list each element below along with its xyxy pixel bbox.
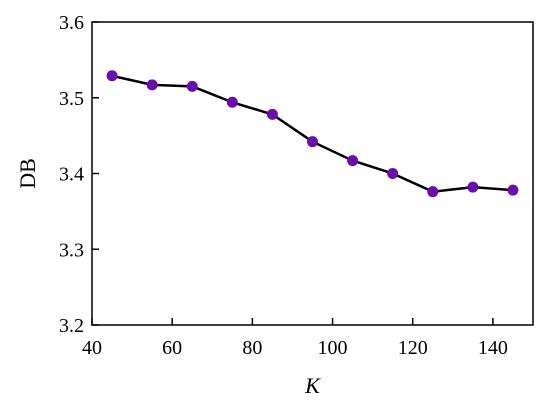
data-point (307, 136, 318, 148)
data-point (467, 181, 479, 193)
x-tick-label: 120 (398, 337, 428, 359)
x-tick-label: 60 (162, 337, 182, 359)
x-tick-label: 100 (318, 337, 348, 359)
data-point (387, 168, 399, 179)
y-tick-label: 3.5 (59, 88, 84, 110)
data-point (186, 80, 198, 92)
y-tick-label: 3.6 (59, 12, 84, 34)
data-point (146, 79, 158, 91)
x-tick-label: 140 (478, 337, 508, 359)
data-point (226, 96, 238, 108)
y-axis-label: DB (15, 158, 40, 189)
tick-labels: 40 60 80 100 120 140 3.2 3.3 3.4 3.5 3.6 (59, 12, 508, 359)
plot-frame (91, 21, 534, 326)
data-point (427, 186, 439, 198)
data-point (347, 155, 359, 167)
data-point (106, 70, 118, 82)
y-tick-label: 3.4 (59, 164, 84, 186)
data-point (266, 108, 278, 120)
y-tick-label: 3.3 (59, 239, 84, 261)
y-tick-label: 3.2 (59, 315, 84, 337)
x-tick-label: 80 (242, 337, 262, 359)
x-axis-label: K (304, 373, 321, 398)
data-point (507, 184, 519, 196)
data-points (106, 70, 519, 198)
x-tick-label: 40 (82, 337, 102, 359)
